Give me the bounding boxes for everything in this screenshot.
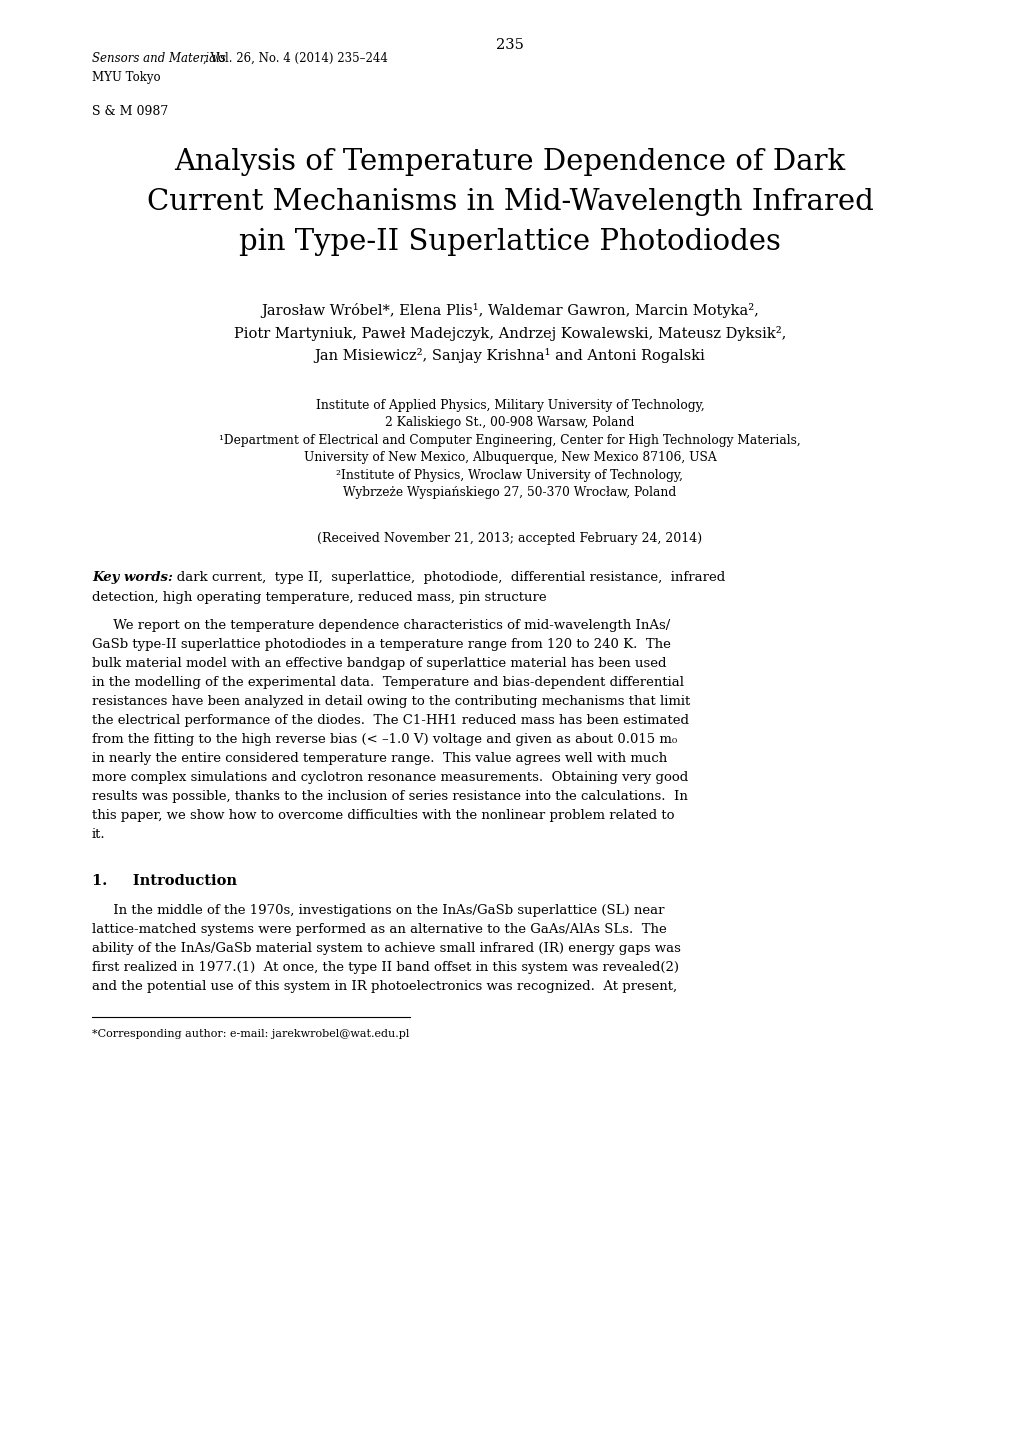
Text: (Received November 21, 2013; accepted February 24, 2014): (Received November 21, 2013; accepted Fe… [317, 531, 702, 544]
Text: detection, high operating temperature, reduced mass, pin structure: detection, high operating temperature, r… [92, 592, 546, 605]
Text: Jarosław Wróbel*, Elena Plis¹, Waldemar Gawron, Marcin Motyka²,: Jarosław Wróbel*, Elena Plis¹, Waldemar … [261, 303, 758, 317]
Text: University of New Mexico, Albuquerque, New Mexico 87106, USA: University of New Mexico, Albuquerque, N… [304, 451, 715, 464]
Text: MYU Tokyo: MYU Tokyo [92, 70, 160, 83]
Text: 2 Kaliskiego St., 00-908 Warsaw, Poland: 2 Kaliskiego St., 00-908 Warsaw, Poland [385, 416, 634, 429]
Text: GaSb type-II superlattice photodiodes in a temperature range from 120 to 240 K. : GaSb type-II superlattice photodiodes in… [92, 638, 671, 651]
Text: 235: 235 [495, 37, 524, 52]
Text: resistances have been analyzed in detail owing to the contributing mechanisms th: resistances have been analyzed in detail… [92, 695, 690, 708]
Text: more complex simulations and cyclotron resonance measurements.  Obtaining very g: more complex simulations and cyclotron r… [92, 771, 688, 784]
Text: first realized in 1977.(1)  At once, the type II band offset in this system was : first realized in 1977.(1) At once, the … [92, 961, 679, 974]
Text: Jan Misiewicz², Sanjay Krishna¹ and Antoni Rogalski: Jan Misiewicz², Sanjay Krishna¹ and Anto… [314, 348, 705, 363]
Text: , Vol. 26, No. 4 (2014) 235–244: , Vol. 26, No. 4 (2014) 235–244 [203, 52, 388, 65]
Text: bulk material model with an effective bandgap of superlattice material has been : bulk material model with an effective ba… [92, 658, 665, 671]
Text: and the potential use of this system in IR photoelectronics was recognized.  At : and the potential use of this system in … [92, 979, 677, 994]
Text: *Corresponding author: e-mail: jarekwrobel@wat.edu.pl: *Corresponding author: e-mail: jarekwrob… [92, 1030, 409, 1040]
Text: In the middle of the 1970s, investigations on the InAs/GaSb superlattice (SL) ne: In the middle of the 1970s, investigatio… [92, 905, 663, 918]
Text: Analysis of Temperature Dependence of Dark: Analysis of Temperature Dependence of Da… [174, 148, 845, 177]
Text: We report on the temperature dependence characteristics of mid-wavelength InAs/: We report on the temperature dependence … [92, 619, 669, 632]
Text: dark current,  type II,  superlattice,  photodiode,  differential resistance,  i: dark current, type II, superlattice, pho… [164, 572, 725, 584]
Text: Wybrzeże Wyspiańskiego 27, 50-370 Wrocław, Poland: Wybrzeże Wyspiańskiego 27, 50-370 Wrocła… [343, 485, 676, 498]
Text: ¹Department of Electrical and Computer Engineering, Center for High Technology M: ¹Department of Electrical and Computer E… [219, 434, 800, 447]
Text: 1.     Introduction: 1. Introduction [92, 875, 236, 887]
Text: pin Type-II Superlattice Photodiodes: pin Type-II Superlattice Photodiodes [238, 228, 781, 256]
Text: results was possible, thanks to the inclusion of series resistance into the calc: results was possible, thanks to the incl… [92, 790, 687, 803]
Text: the electrical performance of the diodes.  The C1-HH1 reduced mass has been esti: the electrical performance of the diodes… [92, 714, 688, 727]
Text: it.: it. [92, 829, 106, 841]
Text: from the fitting to the high reverse bias (< –1.0 V) voltage and given as about : from the fitting to the high reverse bia… [92, 732, 677, 745]
Text: in nearly the entire considered temperature range.  This value agrees well with : in nearly the entire considered temperat… [92, 752, 666, 765]
Text: this paper, we show how to overcome difficulties with the nonlinear problem rela: this paper, we show how to overcome diff… [92, 808, 674, 821]
Text: S & M 0987: S & M 0987 [92, 105, 168, 118]
Text: Current Mechanisms in Mid-Wavelength Infrared: Current Mechanisms in Mid-Wavelength Inf… [147, 188, 872, 215]
Text: Piotr Martyniuk, Paweł Madejczyk, Andrzej Kowalewski, Mateusz Dyksik²,: Piotr Martyniuk, Paweł Madejczyk, Andrze… [233, 326, 786, 340]
Text: ²Institute of Physics, Wroclaw University of Technology,: ²Institute of Physics, Wroclaw Universit… [336, 468, 683, 481]
Text: Institute of Applied Physics, Military University of Technology,: Institute of Applied Physics, Military U… [315, 399, 704, 412]
Text: Sensors and Materials: Sensors and Materials [92, 52, 225, 65]
Text: Key words:: Key words: [92, 572, 172, 584]
Text: lattice-matched systems were performed as an alternative to the GaAs/AlAs SLs.  : lattice-matched systems were performed a… [92, 923, 666, 936]
Text: in the modelling of the experimental data.  Temperature and bias-dependent diffe: in the modelling of the experimental dat… [92, 676, 684, 689]
Text: ability of the InAs/GaSb material system to achieve small infrared (IR) energy g: ability of the InAs/GaSb material system… [92, 942, 681, 955]
